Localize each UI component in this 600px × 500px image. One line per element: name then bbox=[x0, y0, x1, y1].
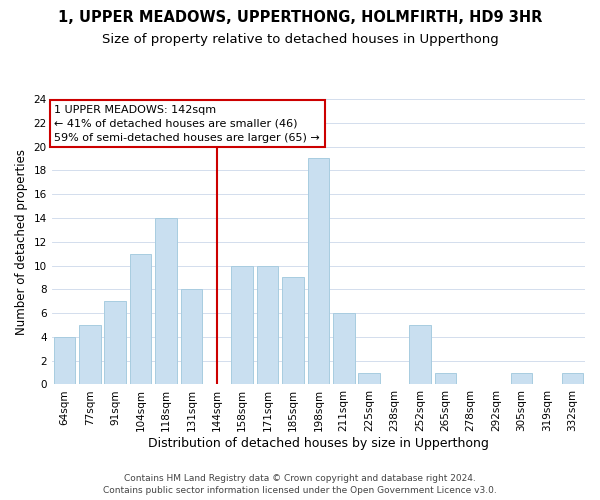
Text: Contains HM Land Registry data © Crown copyright and database right 2024.
Contai: Contains HM Land Registry data © Crown c… bbox=[103, 474, 497, 495]
Text: Size of property relative to detached houses in Upperthong: Size of property relative to detached ho… bbox=[101, 32, 499, 46]
Text: 1, UPPER MEADOWS, UPPERTHONG, HOLMFIRTH, HD9 3HR: 1, UPPER MEADOWS, UPPERTHONG, HOLMFIRTH,… bbox=[58, 10, 542, 25]
Bar bbox=[130, 254, 151, 384]
Bar bbox=[282, 278, 304, 384]
Bar bbox=[79, 325, 101, 384]
Bar bbox=[409, 325, 431, 384]
Bar bbox=[53, 337, 75, 384]
Bar bbox=[358, 372, 380, 384]
Bar bbox=[333, 313, 355, 384]
Bar bbox=[511, 372, 532, 384]
Bar bbox=[181, 290, 202, 384]
Bar bbox=[434, 372, 456, 384]
Y-axis label: Number of detached properties: Number of detached properties bbox=[15, 148, 28, 334]
Bar bbox=[232, 266, 253, 384]
X-axis label: Distribution of detached houses by size in Upperthong: Distribution of detached houses by size … bbox=[148, 437, 489, 450]
Bar bbox=[155, 218, 177, 384]
Bar bbox=[308, 158, 329, 384]
Bar bbox=[257, 266, 278, 384]
Bar bbox=[104, 301, 126, 384]
Text: 1 UPPER MEADOWS: 142sqm
← 41% of detached houses are smaller (46)
59% of semi-de: 1 UPPER MEADOWS: 142sqm ← 41% of detache… bbox=[55, 104, 320, 142]
Bar bbox=[562, 372, 583, 384]
